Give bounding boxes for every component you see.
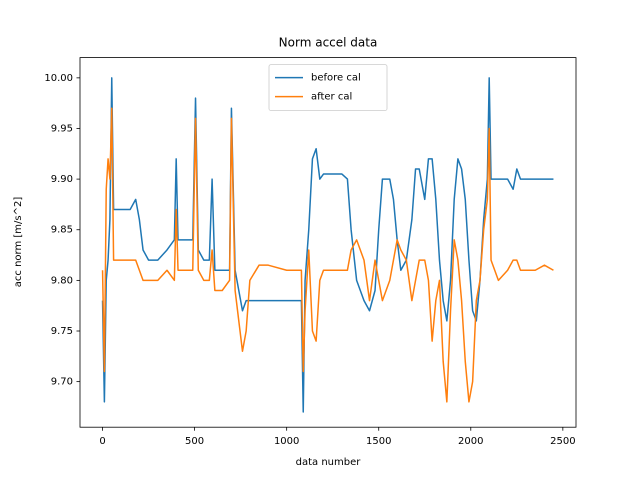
plot-area (101, 77, 554, 413)
y-tick-label: 9.90 (51, 174, 73, 185)
y-tick-label: 10.00 (44, 73, 73, 84)
y-tick-label: 9.80 (51, 275, 73, 286)
y-tick-label: 9.70 (51, 377, 73, 388)
x-tick-label: 2500 (550, 436, 575, 447)
legend-box (268, 64, 388, 111)
data-line (101, 107, 554, 403)
y-tick-label: 9.95 (51, 123, 73, 134)
legend-label: before cal (311, 73, 361, 84)
chart-title: Norm accel data (279, 36, 378, 50)
y-axis-label: acc norm [m/s^2] (13, 197, 24, 288)
data-line (101, 77, 554, 413)
y-tick-label: 9.85 (51, 225, 73, 236)
legend-label: after cal (311, 92, 352, 103)
axes-frame (79, 57, 577, 428)
x-tick-label: 500 (185, 436, 204, 447)
x-tick-label: 1000 (274, 436, 299, 447)
x-tick-label: 1500 (366, 436, 391, 447)
y-tick-label: 9.75 (51, 326, 73, 337)
x-tick-label: 0 (99, 436, 105, 447)
x-axis-label: data number (296, 457, 362, 468)
x-tick-label: 2000 (458, 436, 483, 447)
